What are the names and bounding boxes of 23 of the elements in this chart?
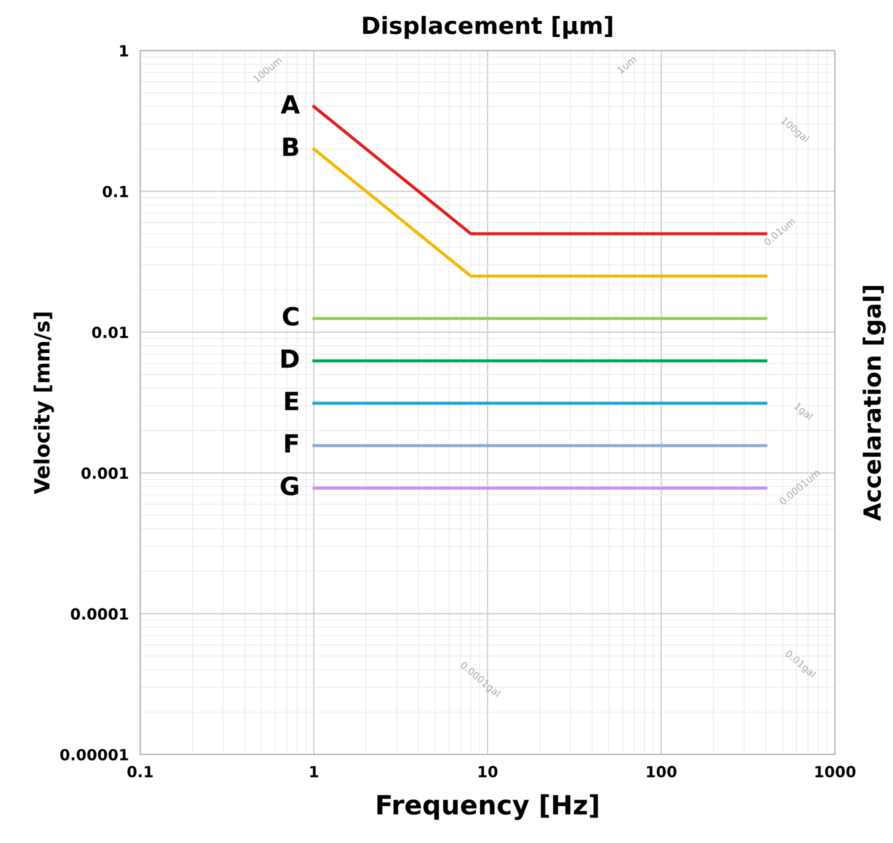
y-tick-label: 0.00001 — [60, 748, 128, 761]
y2-axis-title: Accelaration [gal] — [862, 286, 886, 521]
series-label: C — [282, 306, 298, 326]
y-tick-label: 0.0001 — [70, 608, 128, 620]
series-label: F — [285, 434, 298, 453]
series-label: E — [285, 392, 298, 410]
y-tick-label: 0.01 — [92, 326, 128, 338]
x2-axis-title: Displacement [µm] — [363, 16, 612, 39]
x-axis-title: Frequency [Hz] — [377, 794, 598, 820]
x-tick-label: 100 — [647, 766, 676, 778]
series-label: G — [280, 476, 298, 496]
series-label: B — [283, 138, 298, 156]
y-tick-label: 0.1 — [102, 186, 128, 198]
series-label: A — [280, 95, 300, 114]
y-axis-title: Velocity [mm/s] — [34, 312, 54, 494]
x-tick-label: 10 — [478, 766, 498, 778]
x-tick-label: 0.1 — [127, 766, 153, 778]
x-tick-label: 1 — [310, 766, 318, 778]
annotation: 1um — [616, 56, 637, 74]
y-tick-label: 1 — [120, 45, 128, 56]
x-tick-label: 1000 — [815, 766, 856, 778]
y-tick-label: 0.001 — [81, 467, 128, 479]
series-label: D — [282, 350, 299, 368]
